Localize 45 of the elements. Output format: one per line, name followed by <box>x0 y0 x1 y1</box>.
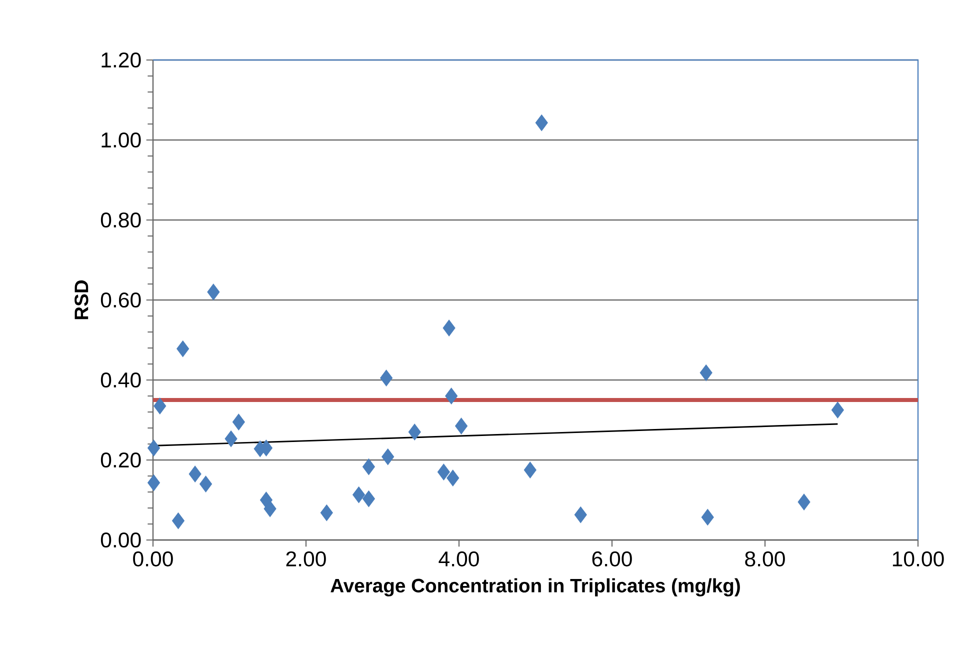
x-axis-title: Average Concentration in Triplicates (mg/kg) <box>330 578 740 596</box>
point <box>524 462 536 478</box>
point <box>320 504 333 522</box>
x-tick-label: 4.00 <box>438 551 479 566</box>
point <box>535 114 548 132</box>
point <box>200 476 212 492</box>
point <box>176 340 190 358</box>
point <box>188 466 202 482</box>
point <box>831 402 844 418</box>
point <box>798 494 810 510</box>
point <box>147 474 160 492</box>
point <box>362 490 375 508</box>
point <box>147 440 160 456</box>
x-tick-label: 0.00 <box>133 551 173 566</box>
point <box>232 414 245 430</box>
y-tick-label: 0.40 <box>100 372 141 388</box>
point <box>362 458 375 476</box>
y-tick-label: 1.20 <box>102 52 141 68</box>
point <box>442 320 456 336</box>
point <box>207 284 220 300</box>
point <box>701 508 714 526</box>
y-tick-label: 0.00 <box>100 532 141 548</box>
point <box>352 486 366 504</box>
y-tick-label: 0.80 <box>100 212 141 228</box>
y-tick-label: 1.00 <box>102 132 141 148</box>
x-tick-label: 2.00 <box>286 551 326 566</box>
point <box>154 398 166 414</box>
point <box>382 448 394 466</box>
point <box>264 500 276 518</box>
point <box>172 512 185 530</box>
x-tick-label: 10.00 <box>892 551 944 566</box>
point <box>224 430 238 448</box>
x-tick-label: 6.00 <box>592 551 632 566</box>
point <box>380 370 393 386</box>
point <box>455 418 468 434</box>
y-axis-title: RSD <box>74 280 88 320</box>
point <box>700 364 712 382</box>
point <box>445 388 458 404</box>
point <box>446 470 460 486</box>
point <box>437 464 450 480</box>
y-tick-label: 0.20 <box>100 452 141 468</box>
x-tick-label: 8.00 <box>745 551 785 566</box>
point <box>408 424 421 440</box>
y-tick-label: 0.60 <box>100 292 141 308</box>
point <box>574 506 587 524</box>
